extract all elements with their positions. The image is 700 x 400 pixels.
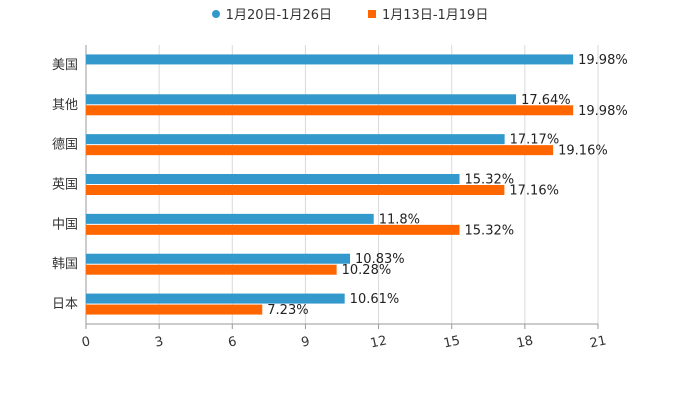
y-category-label-6: 日本 <box>52 297 78 312</box>
data-label-series1-2: 17.17% <box>510 133 560 148</box>
bar-series1-6 <box>86 293 345 304</box>
data-label-series2-2: 19.16% <box>558 144 608 159</box>
bar-series1-3 <box>86 174 460 184</box>
x-tick-label-6: 18 <box>515 333 534 351</box>
bar-series2-4 <box>86 224 460 235</box>
x-tick-label-4: 12 <box>369 333 388 351</box>
legend-item-series-1[interactable]: 1月20日-1月26日 <box>211 4 332 23</box>
x-tick-label-3: 9 <box>300 334 311 350</box>
x-tick-label-7: 21 <box>588 333 607 351</box>
bar-series2-3 <box>86 185 505 195</box>
data-label-series2-1: 19.98% <box>578 104 628 119</box>
x-tick-label-0: 0 <box>80 334 91 350</box>
bar-series1-0 <box>86 54 574 65</box>
legend-item-series-2[interactable]: 1月13日-1月19日 <box>368 4 488 23</box>
bar-series1-2 <box>86 134 505 145</box>
bar-series2-1 <box>86 105 574 116</box>
bar-series1-4 <box>86 213 374 224</box>
data-label-series1-4: 11.8% <box>379 212 420 227</box>
data-label-series2-6: 7.23% <box>267 303 308 318</box>
legend-label-series-1: 1月20日-1月26日 <box>225 8 332 23</box>
bar-series2-5 <box>86 264 337 275</box>
data-label-series2-3: 17.16% <box>509 184 559 199</box>
bar-series1-5 <box>86 253 351 264</box>
y-category-label-3: 英国 <box>52 178 78 193</box>
data-label-series1-6: 10.61% <box>350 292 400 307</box>
data-label-series1-1: 17.64% <box>521 93 571 108</box>
data-label-series1-5: 10.83% <box>355 252 405 267</box>
y-category-label-2: 德国 <box>52 138 78 153</box>
data-label-series2-5: 10.28% <box>342 263 392 278</box>
data-label-series1-3: 15.32% <box>465 173 515 188</box>
y-category-label-5: 韩国 <box>52 257 78 272</box>
x-tick-label-2: 6 <box>227 334 238 350</box>
bar-series2-6 <box>86 304 263 315</box>
y-category-label-0: 美国 <box>52 58 78 73</box>
legend-swatch-series-1 <box>211 9 220 18</box>
legend-label-series-2: 1月13日-1月19日 <box>382 8 489 23</box>
legend: 1月20日-1月26日 1月13日-1月19日 <box>0 4 700 23</box>
legend-swatch-series-2 <box>368 9 376 18</box>
data-label-series1-0: 19.98% <box>578 53 628 68</box>
data-label-series2-4: 15.32% <box>465 223 515 238</box>
x-tick-label-5: 15 <box>442 333 461 351</box>
bar-series1-1 <box>86 94 517 105</box>
y-category-label-1: 其他 <box>52 98 78 113</box>
x-tick-label-1: 3 <box>154 334 165 350</box>
y-category-label-4: 中国 <box>52 217 78 232</box>
bar-series2-2 <box>86 145 554 156</box>
